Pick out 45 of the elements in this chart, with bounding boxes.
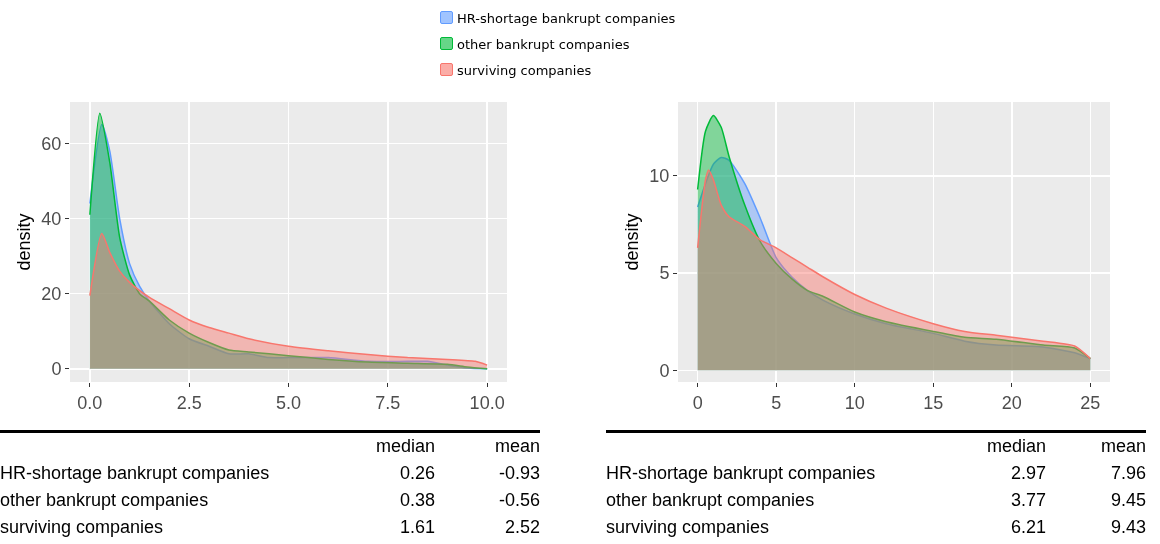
- text: 9.45: [1109, 489, 1146, 512]
- text: -0.93: [497, 462, 540, 485]
- legend-label: HR-shortage bankrupt companies: [457, 11, 676, 26]
- x-tick-label: 7.5: [375, 392, 401, 413]
- y-tick-label: 40: [41, 208, 62, 229]
- y-tick-label: 5: [659, 263, 670, 284]
- text: -0.56: [497, 489, 540, 512]
- text: 2.52: [503, 516, 540, 539]
- x-tick-label: 20: [1001, 392, 1022, 413]
- x-tick-label: 5: [771, 392, 782, 413]
- x-tick-label: 2.5: [176, 392, 202, 413]
- x-tick-label: 10.0: [469, 392, 505, 413]
- text: other bankrupt companies: [606, 489, 816, 512]
- legend-label: other bankrupt companies: [457, 37, 630, 52]
- y-tick-label: 60: [41, 133, 62, 154]
- text: HR-shortage bankrupt companies: [0, 462, 271, 485]
- text: 6.21: [1009, 516, 1046, 539]
- y-tick-label: 0: [659, 360, 670, 381]
- text: 9.43: [1109, 516, 1146, 539]
- text: median: [374, 435, 435, 458]
- text: other bankrupt companies: [0, 489, 210, 512]
- text: mean: [1099, 435, 1146, 458]
- x-tick-label: 0: [692, 392, 703, 413]
- text: surviving companies: [606, 516, 771, 539]
- text: median: [985, 435, 1046, 458]
- x-tick-label: 15: [923, 392, 944, 413]
- y-tick-label: 20: [41, 283, 62, 304]
- legend-label: surviving companies: [457, 63, 592, 78]
- y-axis-title: density: [621, 213, 642, 271]
- x-tick-label: 10: [844, 392, 865, 413]
- text: mean: [493, 435, 540, 458]
- text: surviving companies: [0, 516, 165, 539]
- text: 3.77: [1009, 489, 1046, 512]
- x-tick-label: 0.0: [77, 392, 103, 413]
- y-tick-label: 0: [51, 359, 62, 380]
- x-tick-label: 5.0: [275, 392, 302, 413]
- text: HR-shortage bankrupt companies: [606, 462, 877, 485]
- text: 2.97: [1009, 462, 1046, 485]
- y-axis-title: density: [13, 213, 34, 271]
- x-tick-label: 25: [1080, 392, 1101, 413]
- text: 0.38: [398, 489, 435, 512]
- text: 0.26: [398, 462, 435, 485]
- text: 1.61: [398, 516, 435, 539]
- text: 7.96: [1109, 462, 1146, 485]
- y-tick-label: 10: [649, 166, 670, 187]
